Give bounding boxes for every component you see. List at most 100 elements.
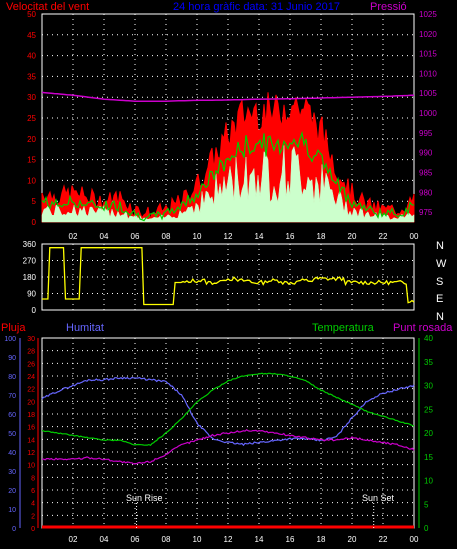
rain-ytick-11: 22: [27, 387, 35, 394]
wind-ytick-2: 10: [27, 176, 36, 185]
humidity-ytick-0: 0: [12, 526, 16, 533]
rain-ytick-0: 0: [31, 526, 35, 533]
humidity-xtick-0: 02: [69, 535, 78, 544]
wind-ytick-8: 40: [27, 52, 36, 61]
pressure-ytick-0: 975: [419, 208, 433, 217]
humidity-xtick-10: 22: [379, 535, 388, 544]
rain-ytick-6: 12: [27, 450, 35, 457]
humidity-ytick-4: 40: [8, 450, 16, 457]
humidity-line: [41, 376, 415, 447]
humidity-ytick-3: 30: [8, 469, 16, 476]
pressure-label: Pressió: [370, 1, 407, 13]
wind-xtick-10: 22: [379, 232, 388, 241]
dir-label-w: W: [436, 258, 447, 270]
rain-ytick-8: 16: [27, 425, 35, 432]
rain-axis-label: Pluja: [1, 322, 26, 334]
direction-ytick-1: 90: [27, 290, 36, 299]
humidity-axis-label: Humitat: [66, 322, 104, 334]
pressure-ytick-10: 1025: [419, 10, 437, 19]
humidity-ytick-1: 10: [8, 507, 16, 514]
wind-xtick-11: 00: [410, 232, 419, 241]
wind-xtick-6: 14: [255, 232, 264, 241]
temperature-axis-label: Temperatura: [312, 322, 375, 334]
wind-ytick-10: 50: [27, 10, 36, 19]
rain-ytick-4: 8: [31, 475, 35, 482]
rain-ytick-3: 6: [31, 488, 35, 495]
dewpoint-axis-label: Punt rosada: [393, 322, 453, 334]
rain-ytick-15: 30: [27, 336, 35, 343]
humidity-ytick-2: 20: [8, 488, 16, 495]
humidity-ytick-7: 70: [8, 393, 16, 400]
pressure-ytick-1: 980: [419, 188, 433, 197]
rain-ytick-13: 26: [27, 361, 35, 368]
pressure-ytick-5: 1000: [419, 109, 437, 118]
wind-ytick-0: 0: [32, 218, 37, 227]
temperature-ytick-0: 0: [424, 524, 429, 533]
dir-label-s: S: [436, 276, 443, 288]
temperature-ytick-3: 15: [424, 453, 433, 462]
wind-xtick-2: 06: [131, 232, 140, 241]
wind-xtick-5: 12: [224, 232, 233, 241]
rain-ytick-2: 4: [31, 501, 35, 508]
direction-ytick-3: 270: [23, 257, 37, 266]
humidity-ytick-9: 90: [8, 355, 16, 362]
wind-pressure-panel: 0510152025303540455097598098599099510001…: [27, 10, 437, 241]
humidity-xtick-5: 12: [224, 535, 233, 544]
temperature-ytick-6: 30: [424, 382, 433, 391]
temperature-ytick-1: 5: [424, 500, 429, 509]
wind-xtick-3: 08: [162, 232, 171, 241]
humidity-xtick-3: 08: [162, 535, 171, 544]
dewpoint-line: [42, 429, 415, 465]
direction-ytick-2: 180: [23, 273, 37, 282]
humidity-xtick-8: 18: [317, 535, 326, 544]
humidity-ytick-6: 60: [8, 412, 16, 419]
humidity-xtick-1: 04: [100, 535, 109, 544]
humidity-xtick-9: 20: [348, 535, 357, 544]
chart-date-title: 24 hora gràfic data: 31 Junio 2017: [173, 1, 340, 13]
wind-ytick-7: 35: [27, 72, 36, 81]
wind-xtick-9: 20: [348, 232, 357, 241]
pressure-ytick-4: 995: [419, 129, 433, 138]
pressure-ytick-6: 1005: [419, 89, 437, 98]
temperature-ytick-5: 25: [424, 405, 433, 414]
temperature-line: [41, 372, 415, 447]
wind-ytick-6: 30: [27, 93, 36, 102]
humidity-xtick-7: 16: [286, 535, 295, 544]
humidity-xtick-11: 00: [410, 535, 419, 544]
wind-speed-label: Velocitat del vent: [6, 1, 89, 13]
dir-label-n2: N: [436, 311, 444, 323]
wind-xtick-1: 04: [100, 232, 109, 241]
rain-ytick-5: 10: [27, 463, 35, 470]
wind-ytick-3: 15: [27, 156, 36, 165]
humidity-xtick-6: 14: [255, 535, 264, 544]
temperature-ytick-4: 20: [424, 429, 433, 438]
rain-ytick-7: 14: [27, 437, 35, 444]
rain-ytick-12: 24: [27, 374, 35, 381]
wind-ytick-1: 5: [32, 197, 37, 206]
wind-ytick-5: 25: [27, 114, 36, 123]
temperature-ytick-2: 10: [424, 477, 433, 486]
wind-direction-panel: 0 90 180 270 360: [23, 240, 415, 315]
wind-xtick-8: 18: [317, 232, 326, 241]
humidity-xtick-4: 10: [193, 535, 202, 544]
wind-xtick-4: 10: [193, 232, 202, 241]
temperature-ytick-8: 40: [424, 334, 433, 343]
wind-ytick-4: 20: [27, 135, 36, 144]
sunset-label: Sun Set: [362, 493, 395, 503]
rain-ytick-1: 2: [31, 513, 35, 520]
pressure-ytick-9: 1020: [419, 30, 437, 39]
rain-ytick-14: 28: [27, 349, 35, 356]
rain-ytick-10: 20: [27, 399, 35, 406]
humidity-ytick-10: 100: [4, 336, 16, 343]
humidity-temperature-panel: 0246810121416182022242628300102030405060…: [4, 334, 433, 544]
humidity-ytick-8: 80: [8, 374, 16, 381]
dir-label-e: E: [436, 293, 443, 305]
humidity-ytick-5: 50: [8, 431, 16, 438]
pressure-line: [41, 91, 415, 102]
wind-gust-line: [41, 130, 415, 222]
pressure-ytick-8: 1015: [419, 50, 437, 59]
pressure-ytick-7: 1010: [419, 69, 437, 78]
wind-xtick-0: 02: [69, 232, 78, 241]
